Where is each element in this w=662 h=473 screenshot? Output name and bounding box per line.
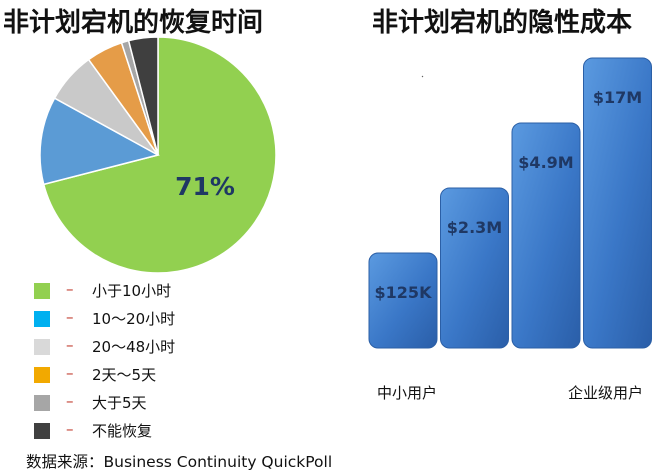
bar-chart: $125K $2.3M $4.9M $17M [368, 57, 652, 349]
legend-label: 2天～5天 [92, 366, 157, 384]
pie-slice-5 [127, 36, 159, 156]
legend-swatch [34, 367, 50, 383]
bar-value-label-2: $4.9M [518, 153, 573, 172]
legend-swatch [34, 395, 50, 411]
legend-dash: – [66, 280, 74, 298]
bar-value-label-0: $125K [375, 283, 433, 302]
bar-value-label-1: $2.3M [447, 218, 502, 237]
axis-label-enterprise-users: 企业级用户 [568, 384, 644, 402]
legend-swatch [34, 311, 50, 327]
legend-swatch [34, 423, 50, 439]
legend-swatch [34, 283, 50, 299]
bar-chart-title: 非计划宕机的隐性成本 [372, 8, 633, 38]
bar-1 [440, 187, 509, 349]
legend-label: 小于10小时 [92, 282, 172, 300]
legend-label: 10～20小时 [92, 310, 176, 328]
bar-value-label-3: $17M [593, 88, 642, 107]
pie-slice-0 [42, 36, 277, 274]
pie-chart: 71% [39, 36, 277, 274]
legend-dash: – [66, 420, 74, 438]
bar-0 [368, 252, 438, 349]
legend-label: 大于5天 [92, 394, 147, 412]
pie-chart-title: 非计划宕机的恢复时间 [3, 8, 264, 38]
pie-slice-1 [39, 97, 161, 186]
stray-mark [421, 75, 424, 78]
bar-3 [583, 57, 652, 349]
legend-dash: – [66, 308, 74, 326]
legend-dash: – [66, 392, 74, 410]
data-source: 数据来源：Business Continuity QuickPoll [26, 453, 333, 471]
legend-dash: – [66, 364, 74, 382]
legend-dash: – [66, 336, 74, 354]
axis-label-small-users: 中小用户 [377, 384, 438, 402]
legend-swatch [34, 339, 50, 355]
legend-label: 20～48小时 [92, 338, 176, 356]
legend-label: 不能恢复 [92, 422, 153, 440]
pie-data-label: 71% [175, 172, 235, 201]
bar-2 [511, 122, 581, 349]
